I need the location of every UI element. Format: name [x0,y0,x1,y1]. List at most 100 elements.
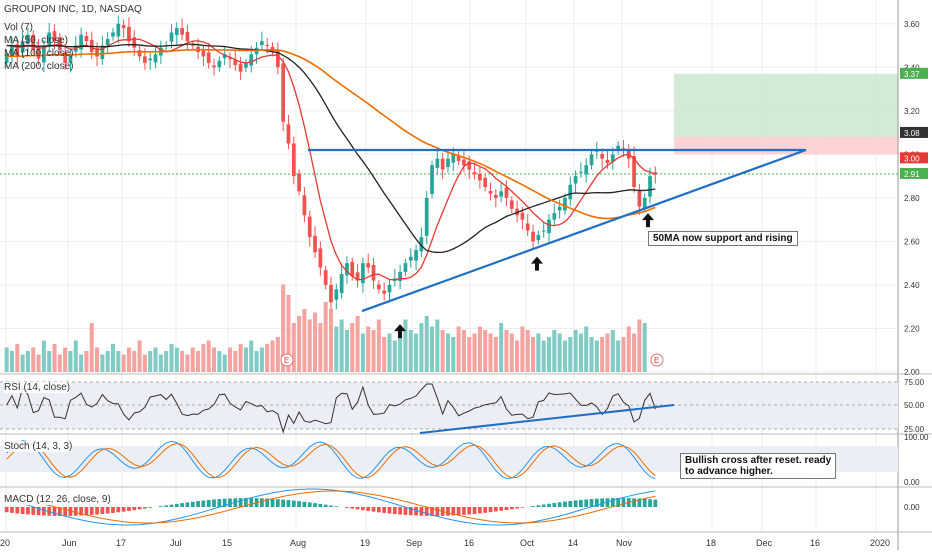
volume-bar [536,334,540,373]
macd-histogram-bar [111,507,115,513]
macd-histogram-bar [499,507,503,511]
volume-bar [531,337,535,372]
stop-zone [674,137,898,154]
candle-body [265,45,269,46]
volume-bar [451,337,455,372]
ma100-line [7,44,656,252]
ma200-legend: MA (200, close) [4,61,73,72]
macd-histogram-bar [653,500,657,507]
vol-legend: Vol (7) [4,22,33,33]
candle-body [85,36,89,41]
candle-body [207,52,211,62]
earnings-marker-label: E [284,356,289,365]
candle-body [239,64,243,72]
volume-bar [414,334,418,373]
candle-body [148,59,152,61]
x-tick-label: 16 [810,538,820,548]
volume-bar [446,334,450,373]
volume-bar [350,323,354,372]
macd-histogram-bar [239,498,243,507]
macd-histogram-bar [489,507,493,512]
macd-histogram-bar [334,506,338,507]
macd-histogram-bar [116,507,120,512]
macd-histogram-bar [271,499,275,507]
macd-histogram-bar [308,502,312,507]
volume-bar [90,323,94,372]
candle-body [143,56,147,63]
candle-body [313,236,317,253]
candle-body [505,187,509,197]
volume-bar [10,351,14,372]
stoch-note-line1: Bullish cross after reset. ready [685,455,831,466]
candle-body [122,25,126,28]
x-tick-label: Oct [520,538,535,548]
x-tick-label: 17 [116,538,126,548]
volume-bar [361,334,365,373]
macd-histogram-bar [292,501,296,507]
macd-histogram-bar [196,501,200,507]
volume-bar [637,320,641,373]
volume-bar [84,351,88,372]
volume-bar [47,351,51,372]
volume-bar [478,327,482,373]
candle-body [446,159,450,167]
volume-bar [302,309,306,372]
candle-body [180,28,184,35]
macd-histogram-bar [478,507,482,513]
volume-bar [473,334,477,373]
candle-body [398,272,402,281]
volume-bar [542,341,546,373]
candle-body [191,45,195,46]
candle-body [217,61,221,68]
volume-bar [148,351,152,372]
x-tick-label: 16 [464,538,474,548]
volume-bar [15,344,19,372]
ma50-legend: MA (50, close) [4,35,68,46]
candle-body [590,154,594,165]
candle-body [350,262,354,276]
macd-histogram-bar [473,507,477,514]
macd-histogram-bar [106,507,110,513]
macd-histogram-bar [388,507,392,514]
macd-histogram-bar [10,507,14,513]
volume-bar [632,334,636,373]
volume-bar [334,327,338,373]
volume-bar [68,351,72,372]
volume-bar [26,351,30,372]
candle-body [324,270,328,285]
macd-histogram-bar [324,505,328,507]
volume-bar [494,337,498,372]
volume-bar [324,302,328,372]
volume-bar [201,344,205,372]
candle-body [643,198,647,208]
volume-bar [590,337,594,372]
macd-histogram-bar [148,507,152,508]
volume-bar [643,323,647,372]
macd-histogram-bar [313,503,317,507]
macd-histogram-bar [228,498,232,507]
macd-histogram-bar [457,507,461,515]
candle-body [329,285,333,302]
volume-bar [228,348,232,373]
macd-histogram-bar [537,505,541,507]
candle-body [563,198,567,211]
candle-body [292,143,296,176]
macd-histogram-bar [42,507,46,515]
y-tick-label: 3.60 [904,20,920,29]
volume-bar [217,351,221,372]
volume-bar [627,327,631,373]
macd-histogram-bar [382,507,386,513]
volume-bar [467,337,471,372]
volume-bar [79,355,83,373]
volume-bar [377,320,381,373]
volume-bar [276,337,280,372]
volume-bar [584,327,588,373]
volume-bar [255,351,259,372]
macd-histogram-bar [643,499,647,507]
volume-bar [605,334,609,373]
macd-histogram-bar [21,507,25,514]
volume-bar [340,320,344,373]
ma200-line [7,50,656,219]
volume-bar [63,348,67,373]
volume-bar [526,330,530,372]
